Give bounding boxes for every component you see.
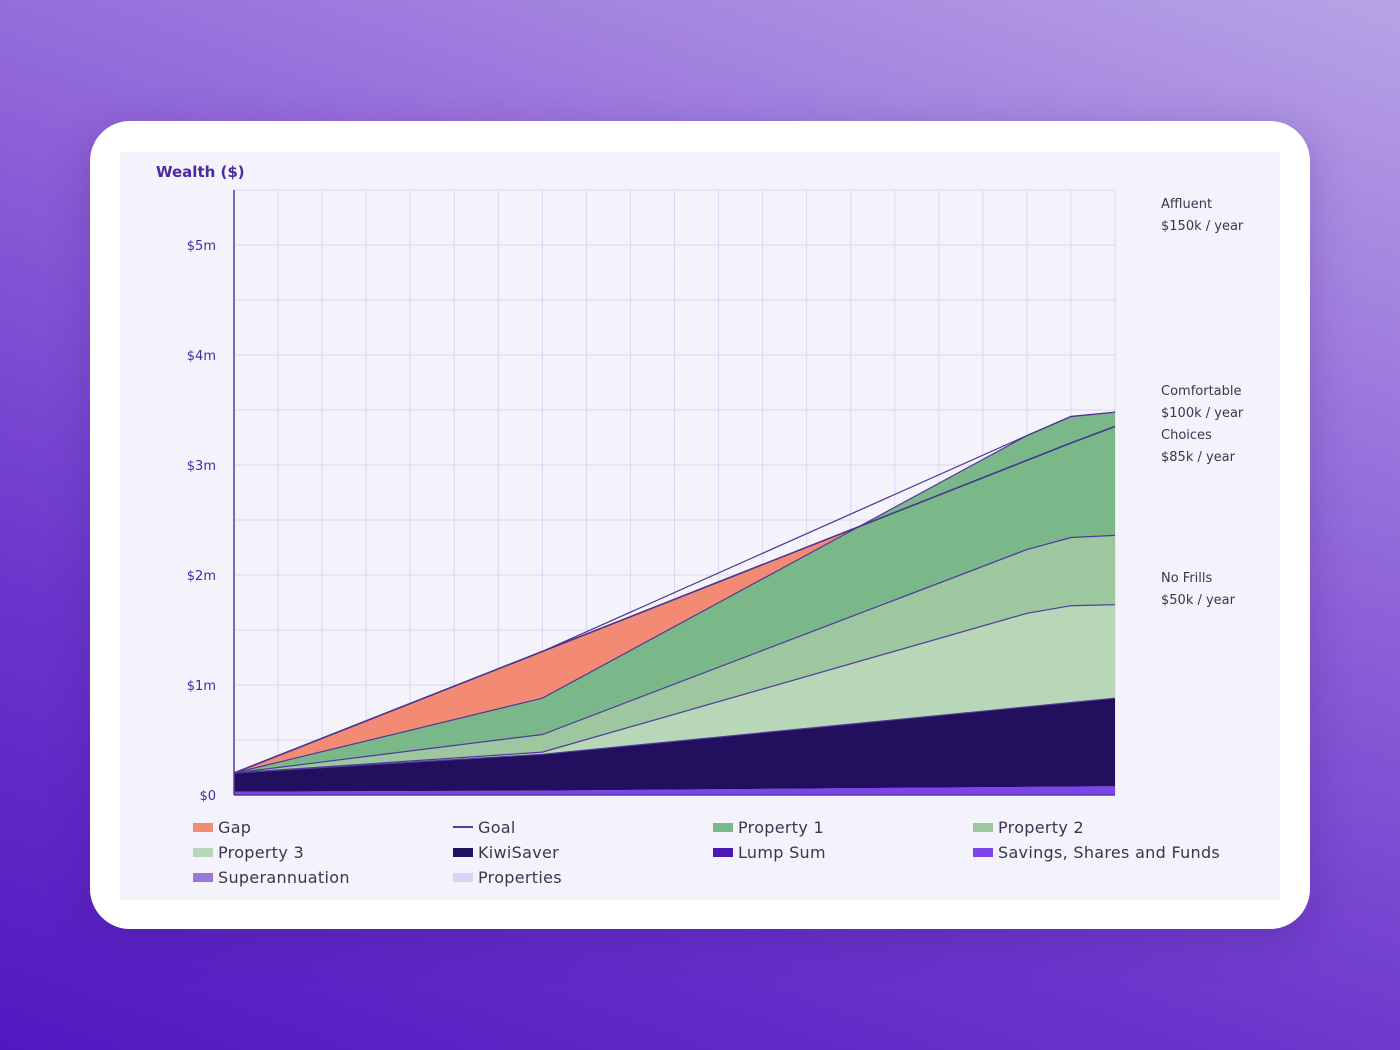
legend-label: Property 1 <box>738 817 824 837</box>
area-kiwisaver <box>234 698 1115 792</box>
area-savings-shares-and-funds <box>234 786 1115 795</box>
y-tick-label: $1m <box>187 679 216 694</box>
legend-swatch <box>973 847 993 857</box>
legend-swatch <box>193 847 213 857</box>
annotation-title: Comfortable <box>1161 384 1242 399</box>
legend-label: Properties <box>478 867 562 887</box>
legend-item[interactable]: Gap <box>193 817 453 837</box>
series-lines <box>233 411 1116 774</box>
legend-item[interactable]: Property 3 <box>193 842 453 862</box>
y-tick-label: $3m <box>187 459 216 474</box>
legend-item[interactable]: Property 1 <box>713 817 973 837</box>
series-boundary-line <box>233 697 1116 774</box>
legend-label: Superannuation <box>218 867 350 887</box>
y-tick-label: $0 <box>199 789 216 804</box>
legend-label: Lump Sum <box>738 842 826 862</box>
legend: Gap Goal Property 1 Property 2 Property 3 Kiw… <box>193 817 1273 887</box>
annotation-income: $50k / year <box>1161 593 1236 608</box>
annotation-income: $100k / year <box>1161 406 1244 421</box>
legend-swatch <box>713 822 733 832</box>
area-property-1 <box>234 412 1115 773</box>
y-axis-title: Wealth ($) <box>156 163 245 181</box>
legend-label: Gap <box>218 817 252 837</box>
axes <box>233 190 1115 796</box>
legend-item[interactable]: Property 2 <box>973 817 1273 837</box>
y-tick-label: $2m <box>187 569 216 584</box>
annotation-income: $85k / year <box>1161 450 1236 465</box>
annotation-title: Choices <box>1161 428 1212 443</box>
legend-item[interactable]: Lump Sum <box>713 842 973 862</box>
area-property-2 <box>234 535 1115 773</box>
legend-item[interactable]: Superannuation <box>193 867 453 887</box>
y-tick-labels: $0 $1m $2m $3m $4m $5m <box>187 239 216 804</box>
legend-swatch <box>713 847 733 857</box>
area-property-3 <box>234 604 1115 773</box>
legend-item[interactable]: Savings, Shares and Funds <box>973 842 1273 862</box>
series-boundary-line <box>233 604 1116 774</box>
legend-label: KiwiSaver <box>478 842 560 862</box>
legend-swatch <box>193 872 213 882</box>
legend-item[interactable]: KiwiSaver <box>453 842 713 862</box>
legend-label: Property 2 <box>998 817 1084 837</box>
legend-swatch <box>453 872 473 882</box>
total-outline <box>233 411 1116 774</box>
legend-item[interactable]: Goal <box>453 817 713 837</box>
legend-label: Property 3 <box>218 842 304 862</box>
annotation-income: $150k / year <box>1161 219 1244 234</box>
legend-swatch <box>973 822 993 832</box>
legend-swatch <box>193 822 213 832</box>
annotation-title: Affluent <box>1161 197 1212 212</box>
legend-label: Savings, Shares and Funds <box>998 842 1221 862</box>
series-areas <box>234 412 1115 795</box>
series-boundary-line <box>233 534 1116 774</box>
legend-swatch <box>453 847 473 857</box>
annotation-title: No Frills <box>1161 571 1213 586</box>
legend-label: Goal <box>478 817 516 837</box>
y-tick-label: $4m <box>187 349 216 364</box>
goal-annotations: Affluent $150k / year Comfortable $100k / y… <box>1161 197 1244 608</box>
y-tick-label: $5m <box>187 239 216 254</box>
legend-swatch <box>453 826 473 828</box>
legend-item[interactable]: Properties <box>453 867 713 887</box>
